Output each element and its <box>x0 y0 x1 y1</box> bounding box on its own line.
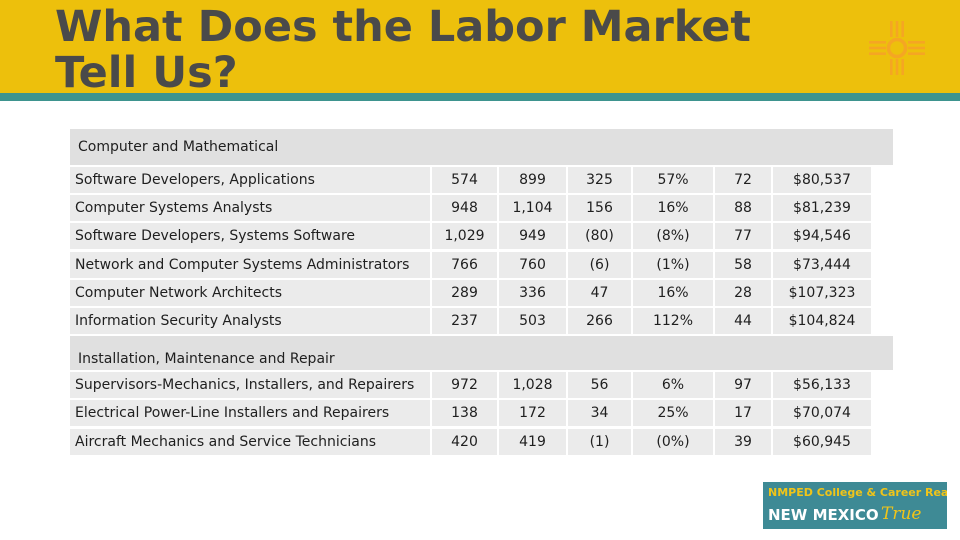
value-cell: (8%) <box>633 223 713 250</box>
value-cell: 949 <box>499 223 566 250</box>
title-rule <box>0 93 960 101</box>
table-row: Computer Systems Analysts 948 1,104 156 16% 8… <box>70 195 893 222</box>
nmped-badge-logo: NMPED College & Career Readiness is NEW … <box>763 482 947 529</box>
title-band <box>0 0 960 93</box>
value-cell: 34 <box>568 400 631 427</box>
value-cell: 6% <box>633 372 713 399</box>
value-cell: 77 <box>715 223 771 250</box>
value-cell: 289 <box>432 279 497 306</box>
value-cell: 420 <box>432 428 497 455</box>
value-cell: 503 <box>499 307 566 334</box>
table-row: Electrical Power-Line Installers and Rep… <box>70 400 893 427</box>
value-cell: 760 <box>499 251 566 278</box>
value-cell: $94,546 <box>773 223 871 250</box>
value-cell: 1,029 <box>432 223 497 250</box>
value-cell: (0%) <box>633 428 713 455</box>
page-title: What Does the Labor Market Tell Us? <box>55 2 751 98</box>
occupation-cell: Information Security Analysts <box>70 307 430 334</box>
value-cell: 266 <box>568 307 631 334</box>
badge-true-script: True <box>881 504 922 524</box>
value-cell: 44 <box>715 307 771 334</box>
value-cell: (6) <box>568 251 631 278</box>
value-cell: 1,104 <box>499 195 566 222</box>
value-cell: 336 <box>499 279 566 306</box>
occupation-cell: Computer Systems Analysts <box>70 195 430 222</box>
value-cell: 325 <box>568 167 631 193</box>
occupation-cell: Software Developers, Applications <box>70 167 430 193</box>
table-row: Information Security Analysts 237 503 266 11… <box>70 307 893 334</box>
occupation-cell: Aircraft Mechanics and Service Technicia… <box>70 428 430 455</box>
occupation-cell: Electrical Power-Line Installers and Rep… <box>70 400 430 427</box>
table-row: Network and Computer Systems Administrat… <box>70 251 893 278</box>
value-cell: $73,444 <box>773 251 871 278</box>
table-row: Software Developers, Applications 574 899 3… <box>70 167 893 193</box>
value-cell: 574 <box>432 167 497 193</box>
value-cell: 39 <box>715 428 771 455</box>
value-cell: 72 <box>715 167 771 193</box>
occupation-cell: Computer Network Architects <box>70 279 430 306</box>
value-cell: 1,028 <box>499 372 566 399</box>
value-cell: 16% <box>633 279 713 306</box>
section-header: Installation, Maintenance and Repair <box>70 336 893 371</box>
badge-state-name: NEW MEXICO <box>768 506 879 524</box>
value-cell: 17 <box>715 400 771 427</box>
badge-tagline: NMPED College & Career Readiness is <box>768 486 947 499</box>
table-row: Software Developers, Systems Software 1,0… <box>70 223 893 250</box>
value-cell: 47 <box>568 279 631 306</box>
value-cell: 419 <box>499 428 566 455</box>
value-cell: (1%) <box>633 251 713 278</box>
value-cell: (80) <box>568 223 631 250</box>
value-cell: (1) <box>568 428 631 455</box>
value-cell: $104,824 <box>773 307 871 334</box>
value-cell: 25% <box>633 400 713 427</box>
occupation-cell: Network and Computer Systems Administrat… <box>70 251 430 278</box>
value-cell: 766 <box>432 251 497 278</box>
value-cell: 899 <box>499 167 566 193</box>
value-cell: 172 <box>499 400 566 427</box>
zia-sun-symbol-icon <box>869 21 925 75</box>
value-cell: 88 <box>715 195 771 222</box>
value-cell: 138 <box>432 400 497 427</box>
occupation-cell: Software Developers, Systems Software <box>70 223 430 250</box>
value-cell: 97 <box>715 372 771 399</box>
value-cell: 156 <box>568 195 631 222</box>
value-cell: 112% <box>633 307 713 334</box>
table-row: Aircraft Mechanics and Service Technicia… <box>70 428 893 455</box>
value-cell: $107,323 <box>773 279 871 306</box>
value-cell: 56 <box>568 372 631 399</box>
value-cell: $80,537 <box>773 167 871 193</box>
value-cell: $56,133 <box>773 372 871 399</box>
value-cell: 237 <box>432 307 497 334</box>
value-cell: 28 <box>715 279 771 306</box>
table-row: Supervisors-Mechanics, Installers, and R… <box>70 372 893 399</box>
occupation-cell: Supervisors-Mechanics, Installers, and R… <box>70 372 430 399</box>
value-cell: 16% <box>633 195 713 222</box>
value-cell: 58 <box>715 251 771 278</box>
section-title: Computer and Mathematical <box>78 139 279 155</box>
section-title: Installation, Maintenance and Repair <box>78 351 335 368</box>
value-cell: 57% <box>633 167 713 193</box>
value-cell: $81,239 <box>773 195 871 222</box>
value-cell: 948 <box>432 195 497 222</box>
value-cell: 972 <box>432 372 497 399</box>
section-header: Computer and Mathematical <box>70 129 893 165</box>
value-cell: $70,074 <box>773 400 871 427</box>
table-row: Computer Network Architects 289 336 47 16% 28… <box>70 279 893 306</box>
value-cell: $60,945 <box>773 428 871 455</box>
labor-market-table: Computer and Mathematical Software Develo… <box>70 129 893 457</box>
